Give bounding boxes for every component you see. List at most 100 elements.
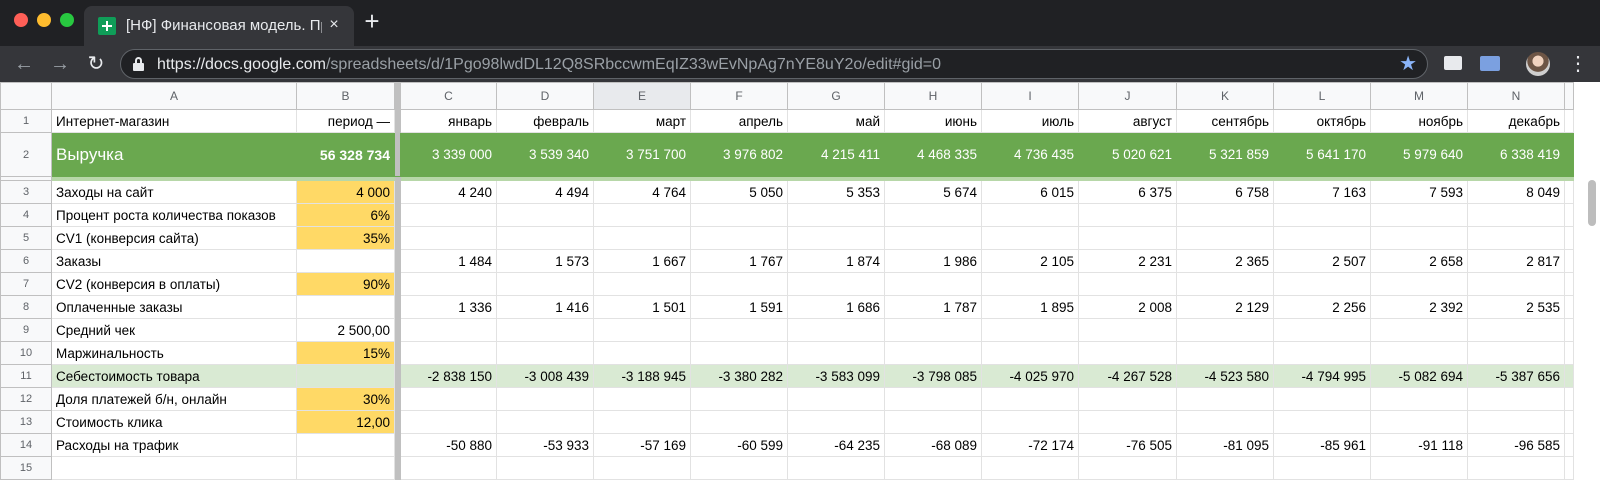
cell-a[interactable]: Доля платежей б/н, онлайн bbox=[51, 387, 297, 411]
cell-e[interactable] bbox=[593, 272, 691, 296]
cell-e[interactable]: -57 169 bbox=[593, 433, 691, 457]
cell-h[interactable] bbox=[884, 410, 982, 434]
cell-m[interactable] bbox=[1370, 272, 1468, 296]
cell-n[interactable] bbox=[1467, 203, 1565, 227]
row-header[interactable]: 14 bbox=[0, 433, 52, 457]
cell-m[interactable]: 2 392 bbox=[1370, 295, 1468, 319]
cell-n[interactable] bbox=[1467, 272, 1565, 296]
cell-l[interactable] bbox=[1273, 341, 1371, 365]
cell-a[interactable]: Процент роста количества показов bbox=[51, 203, 297, 227]
cell-overflow[interactable] bbox=[1564, 226, 1574, 250]
cell-l[interactable]: 2 256 bbox=[1273, 295, 1371, 319]
cell-i[interactable]: 6 015 bbox=[981, 180, 1079, 204]
cell-n[interactable] bbox=[1467, 410, 1565, 434]
cell-j[interactable]: 2 008 bbox=[1078, 295, 1177, 319]
cell-a[interactable]: Расходы на трафик bbox=[51, 433, 297, 457]
row-header[interactable]: 11 bbox=[0, 364, 52, 388]
cell-m[interactable] bbox=[1370, 318, 1468, 342]
cell-k[interactable] bbox=[1176, 387, 1274, 411]
reload-button[interactable]: ↻ bbox=[87, 53, 105, 75]
cell-f[interactable]: 3 976 802 bbox=[690, 132, 788, 177]
cell-d[interactable] bbox=[496, 226, 594, 250]
cell-k[interactable] bbox=[1176, 456, 1274, 480]
cell-h[interactable]: июнь bbox=[884, 109, 982, 133]
cell-d[interactable] bbox=[496, 318, 594, 342]
cell-a[interactable]: Себестоимость товара bbox=[51, 364, 297, 388]
cell-n[interactable]: 8 049 bbox=[1467, 180, 1565, 204]
cell-m[interactable]: 7 593 bbox=[1370, 180, 1468, 204]
cell-g[interactable] bbox=[787, 341, 885, 365]
cell-g[interactable]: 5 353 bbox=[787, 180, 885, 204]
cell-f[interactable]: апрель bbox=[690, 109, 788, 133]
cell-k[interactable]: 2 365 bbox=[1176, 249, 1274, 273]
cell-g[interactable]: 4 215 411 bbox=[787, 132, 885, 177]
cell-l[interactable] bbox=[1273, 203, 1371, 227]
cell-j[interactable] bbox=[1078, 226, 1177, 250]
cell-k[interactable] bbox=[1176, 341, 1274, 365]
browser-tab-active[interactable]: [НФ] Финансовая модель. Пр × bbox=[84, 6, 354, 46]
cell-overflow[interactable] bbox=[1564, 180, 1574, 204]
cell-j[interactable] bbox=[1078, 341, 1177, 365]
cell-m[interactable] bbox=[1370, 226, 1468, 250]
column-header-l[interactable]: L bbox=[1273, 82, 1371, 110]
cell-f[interactable]: -3 380 282 bbox=[690, 364, 788, 388]
cell-e[interactable] bbox=[593, 341, 691, 365]
column-header-j[interactable]: J bbox=[1078, 82, 1177, 110]
cell-overflow[interactable] bbox=[1564, 387, 1574, 411]
cell-d[interactable] bbox=[496, 272, 594, 296]
cell-g[interactable]: 1 874 bbox=[787, 249, 885, 273]
mail-extension-icon[interactable] bbox=[1444, 56, 1462, 70]
new-tab-button[interactable]: + bbox=[364, 6, 380, 36]
cell-c[interactable]: 3 339 000 bbox=[400, 132, 497, 177]
cell-h[interactable] bbox=[884, 226, 982, 250]
column-header-h[interactable]: H bbox=[884, 82, 982, 110]
cell-k[interactable]: 6 758 bbox=[1176, 180, 1274, 204]
cell-i[interactable] bbox=[981, 272, 1079, 296]
cell-e[interactable]: 3 751 700 bbox=[593, 132, 691, 177]
row-header[interactable]: 9 bbox=[0, 318, 52, 342]
cell-a[interactable]: CV1 (конверсия сайта) bbox=[51, 226, 297, 250]
row-header[interactable]: 6 bbox=[0, 249, 52, 273]
cell-f[interactable]: 1 767 bbox=[690, 249, 788, 273]
cell-f[interactable]: -60 599 bbox=[690, 433, 788, 457]
cell-l[interactable] bbox=[1273, 226, 1371, 250]
cell-h[interactable]: -68 089 bbox=[884, 433, 982, 457]
cell-c[interactable] bbox=[400, 203, 497, 227]
address-bar[interactable]: https://docs.google.com/spreadsheets/d/1… bbox=[120, 49, 1428, 79]
row-header[interactable]: 2 bbox=[0, 132, 52, 177]
column-header-c[interactable]: C bbox=[400, 82, 497, 110]
cell-k[interactable]: сентябрь bbox=[1176, 109, 1274, 133]
column-header-m[interactable]: M bbox=[1370, 82, 1468, 110]
cell-i[interactable] bbox=[981, 341, 1079, 365]
cell-k[interactable]: -4 523 580 bbox=[1176, 364, 1274, 388]
cell-m[interactable]: -91 118 bbox=[1370, 433, 1468, 457]
cell-b[interactable]: 30% bbox=[296, 387, 395, 411]
cell-a[interactable]: Заходы на сайт bbox=[51, 180, 297, 204]
cell-l[interactable]: 2 507 bbox=[1273, 249, 1371, 273]
row-header[interactable]: 8 bbox=[0, 295, 52, 319]
cell-g[interactable] bbox=[787, 387, 885, 411]
cell-b[interactable] bbox=[296, 433, 395, 457]
cell-e[interactable]: 1 667 bbox=[593, 249, 691, 273]
cell-c[interactable]: январь bbox=[400, 109, 497, 133]
browser-menu-icon[interactable]: ⋮ bbox=[1568, 53, 1588, 75]
cell-i[interactable] bbox=[981, 456, 1079, 480]
cell-a[interactable]: CV2 (конверсия в оплаты) bbox=[51, 272, 297, 296]
cell-i[interactable]: 2 105 bbox=[981, 249, 1079, 273]
cell-a[interactable]: Маржинальность bbox=[51, 341, 297, 365]
cell-b[interactable]: 2 500,00 bbox=[296, 318, 395, 342]
cell-m[interactable] bbox=[1370, 203, 1468, 227]
cell-n[interactable]: 6 338 419 bbox=[1467, 132, 1565, 177]
cell-a[interactable]: Интернет-магазин bbox=[51, 109, 297, 133]
cell-d[interactable] bbox=[496, 456, 594, 480]
cell-a[interactable]: Заказы bbox=[51, 249, 297, 273]
cell-a[interactable]: Средний чек bbox=[51, 318, 297, 342]
cell-m[interactable]: -5 082 694 bbox=[1370, 364, 1468, 388]
cell-m[interactable]: 2 658 bbox=[1370, 249, 1468, 273]
cell-c[interactable]: -50 880 bbox=[400, 433, 497, 457]
cell-c[interactable] bbox=[400, 456, 497, 480]
column-header-e[interactable]: E bbox=[593, 82, 691, 110]
cell-m[interactable] bbox=[1370, 410, 1468, 434]
cell-overflow[interactable] bbox=[1564, 132, 1574, 177]
row-header[interactable]: 5 bbox=[0, 226, 52, 250]
